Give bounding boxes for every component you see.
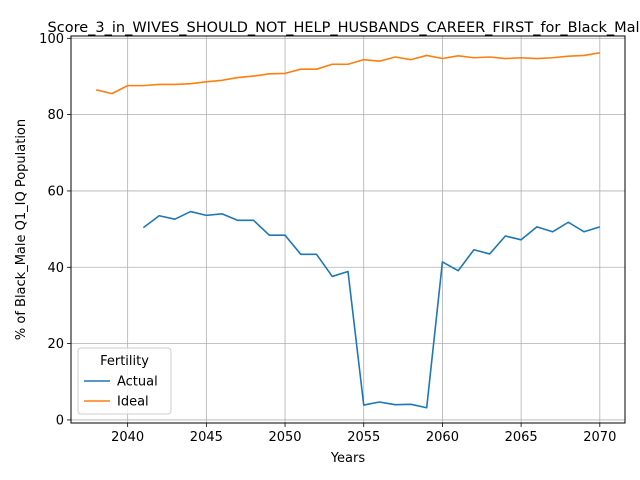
chart-title: Score_3_in_WIVES_SHOULD_NOT_HELP_HUSBAND… <box>48 20 640 36</box>
y-tick-label: 20 <box>47 337 64 352</box>
y-tick-label: 60 <box>47 184 64 199</box>
y-tick-label: 100 <box>39 32 64 47</box>
x-tick-label: 2050 <box>268 430 301 445</box>
x-tick-label: 2070 <box>583 430 616 445</box>
series-line-actual <box>142 210 601 409</box>
legend-label-actual: Actual <box>117 375 158 390</box>
x-tick-label: 2055 <box>347 430 380 445</box>
series-line-ideal <box>95 52 600 95</box>
y-tick-label: 80 <box>47 108 64 123</box>
y-tick-label: 40 <box>47 261 64 276</box>
x-tick-label: 2040 <box>111 430 144 445</box>
plot-area-frame <box>70 35 626 424</box>
legend-box <box>77 347 172 415</box>
legend: Fertility Actual Ideal <box>77 347 172 415</box>
series-lines <box>95 52 601 409</box>
x-tick-label: 2065 <box>505 430 538 445</box>
x-tick-label: 2060 <box>426 430 459 445</box>
legend-title: Fertility <box>100 354 149 369</box>
grid-lines <box>71 36 625 423</box>
y-axis-label: % of Black_Male Q1_IQ Population <box>14 119 29 340</box>
y-tick-label: 0 <box>56 413 64 428</box>
x-axis-label: Years <box>330 451 366 466</box>
legend-label-ideal: Ideal <box>117 395 149 410</box>
x-tick-label: 2045 <box>190 430 223 445</box>
